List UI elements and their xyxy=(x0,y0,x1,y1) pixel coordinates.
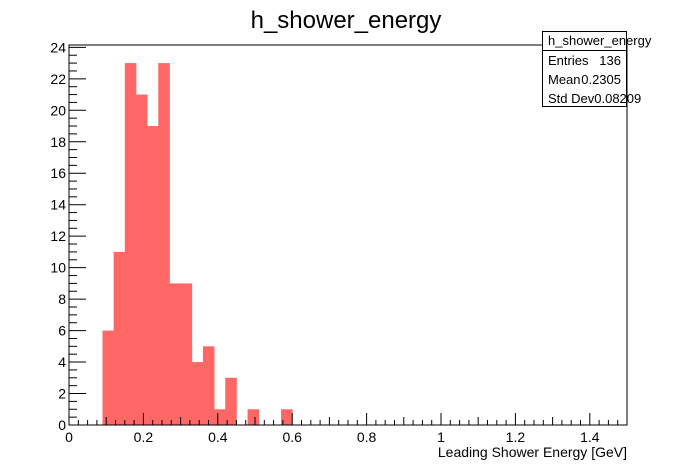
histogram-bar-16 xyxy=(247,409,260,425)
histogram-bar-19 xyxy=(281,409,293,425)
y-tick-label: 16 xyxy=(50,165,66,181)
histogram-bar-12 xyxy=(202,346,215,425)
histogram-bar-8 xyxy=(158,63,170,425)
stats-mean-value: 0.2305 xyxy=(581,72,621,87)
histogram-bar-14 xyxy=(225,377,237,425)
y-tick-label: 24 xyxy=(50,39,66,55)
histogram-bar-5 xyxy=(124,63,137,425)
histogram-bar-6 xyxy=(135,94,148,425)
axes: 0 0.2 0.4 0.6 0.8 1 1.2 1.402468101214161820222… xyxy=(50,39,628,445)
y-tick-label: 0 xyxy=(58,417,66,433)
y-tick-label: 22 xyxy=(50,71,66,87)
stats-box: h_shower_energy Entries 136 Mean 0.2305 … xyxy=(542,31,651,108)
stats-box-title: h_shower_energy xyxy=(543,32,651,51)
histogram-bar-9 xyxy=(169,283,181,425)
histogram-bars xyxy=(102,63,293,425)
stats-stddev-label: Std Dev xyxy=(548,91,595,106)
x-tick-label: 0.2 xyxy=(134,429,154,445)
histogram-bar-10 xyxy=(180,283,193,425)
y-tick-label: 6 xyxy=(58,323,66,339)
y-tick-label: 4 xyxy=(58,354,66,370)
histogram-bar-3 xyxy=(102,330,115,425)
histogram-bar-4 xyxy=(113,251,126,425)
x-axis-label: Leading Shower Energy [GeV] xyxy=(438,444,627,460)
y-tick-label: 10 xyxy=(50,260,66,276)
stats-stddev-value: 0.08209 xyxy=(594,91,642,106)
x-tick-label: 0 xyxy=(65,429,73,445)
x-tick-label: 1 xyxy=(437,429,445,445)
stats-entries-label: Entries xyxy=(548,53,589,68)
x-tick-label: 0.8 xyxy=(357,429,377,445)
histogram-bar-13 xyxy=(214,409,226,425)
stats-row-entries: Entries 136 xyxy=(543,51,626,70)
chart-title: h_shower_energy xyxy=(251,7,442,34)
y-tick-label: 20 xyxy=(50,102,66,118)
stats-mean-label: Mean xyxy=(548,72,581,87)
x-tick-label: 1.4 xyxy=(580,429,600,445)
histogram-bar-7 xyxy=(147,126,159,425)
stats-entries-value: 136 xyxy=(599,53,621,68)
y-tick-label: 2 xyxy=(58,386,66,402)
stats-row-stddev: Std Dev 0.08209 xyxy=(543,89,641,108)
stats-row-mean: Mean 0.2305 xyxy=(543,70,626,89)
y-tick-label: 12 xyxy=(50,228,66,244)
y-tick-label: 14 xyxy=(50,197,66,213)
histogram-bar-11 xyxy=(191,362,204,425)
x-tick-label: 1.2 xyxy=(506,429,526,445)
x-tick-label: 0.6 xyxy=(282,429,302,445)
y-tick-label: 18 xyxy=(50,134,66,150)
y-tick-label: 8 xyxy=(58,291,66,307)
x-tick-label: 0.4 xyxy=(208,429,228,445)
